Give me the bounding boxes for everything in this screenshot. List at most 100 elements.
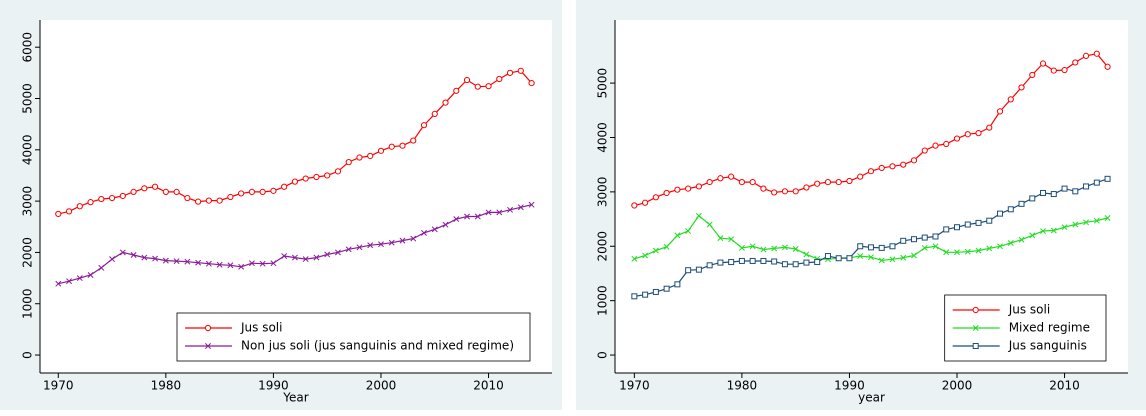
point <box>728 236 735 243</box>
point <box>932 142 939 149</box>
point <box>652 288 659 295</box>
point <box>496 75 503 83</box>
legend-marker <box>972 325 979 331</box>
point <box>1007 206 1014 213</box>
legend-marker <box>972 343 979 349</box>
point <box>878 164 885 172</box>
point <box>824 253 831 260</box>
point <box>943 226 950 233</box>
x-tick-label: 1980 <box>727 379 758 393</box>
point <box>420 122 428 129</box>
point <box>921 234 928 241</box>
point <box>685 185 692 192</box>
point <box>760 257 767 264</box>
point <box>517 67 524 74</box>
point <box>997 243 1003 250</box>
point <box>1050 191 1057 198</box>
point <box>528 201 535 208</box>
point <box>173 188 180 195</box>
x-tick-label: 2000 <box>366 379 397 393</box>
legend-box <box>176 312 531 362</box>
point <box>738 178 746 186</box>
legend-label: Mixed regime <box>1009 321 1090 335</box>
point <box>1061 224 1068 231</box>
point <box>109 256 116 263</box>
point <box>227 193 234 201</box>
point <box>846 177 853 185</box>
x-tick-label: 2010 <box>473 379 504 393</box>
point <box>474 83 481 90</box>
legend-label: Jus sanguinis <box>1008 339 1087 353</box>
point <box>717 235 724 242</box>
point <box>771 189 778 196</box>
point <box>910 236 917 243</box>
point <box>1040 228 1046 234</box>
point <box>695 183 702 190</box>
point <box>281 183 288 190</box>
legend-label: Jus soli <box>240 321 282 335</box>
point <box>184 194 191 202</box>
point <box>652 194 659 201</box>
legend-marker <box>205 343 211 349</box>
x-tick-label: 1990 <box>834 379 865 393</box>
point <box>663 285 670 292</box>
point <box>631 293 638 300</box>
point <box>162 188 169 195</box>
point <box>717 259 724 266</box>
point <box>921 147 928 154</box>
point <box>399 142 406 149</box>
point <box>195 259 202 266</box>
point <box>814 180 821 187</box>
y-tick-label: 4000 <box>21 135 35 166</box>
x-tick-label: 2000 <box>942 379 973 393</box>
point <box>388 143 395 150</box>
point <box>728 259 735 266</box>
point <box>76 275 83 282</box>
point <box>674 232 681 239</box>
point <box>878 257 885 264</box>
point <box>663 189 670 197</box>
point <box>943 249 950 256</box>
point <box>108 194 116 202</box>
y-tick-label: 0 <box>21 351 35 359</box>
y-tick-label: 1000 <box>21 288 35 319</box>
point <box>1018 84 1025 91</box>
point <box>846 255 853 262</box>
point <box>98 195 105 203</box>
point <box>824 178 832 186</box>
y-tick-label: 2000 <box>21 237 35 268</box>
point <box>781 261 788 268</box>
point <box>652 247 659 254</box>
point <box>857 243 864 250</box>
point <box>1029 71 1036 79</box>
y-tick-label: 2000 <box>596 231 610 262</box>
point <box>1018 236 1025 243</box>
point <box>1093 50 1100 57</box>
point <box>792 261 799 268</box>
point <box>345 246 352 253</box>
point <box>1050 227 1057 234</box>
point <box>119 249 126 256</box>
point <box>356 244 363 251</box>
point <box>771 258 778 265</box>
point <box>642 252 649 259</box>
point <box>932 233 939 240</box>
point <box>674 186 681 193</box>
point <box>717 175 724 182</box>
point <box>259 260 266 267</box>
point <box>464 213 470 220</box>
y-tick-label: 5000 <box>21 83 35 114</box>
point <box>749 243 756 250</box>
point <box>506 69 514 76</box>
point <box>706 262 713 269</box>
point <box>964 131 971 138</box>
point <box>216 261 223 268</box>
x-axis-label: Year <box>282 391 308 405</box>
point <box>975 130 982 137</box>
point <box>485 209 492 216</box>
point <box>377 147 385 154</box>
point <box>1050 67 1057 74</box>
point <box>996 108 1004 115</box>
point <box>760 185 767 192</box>
